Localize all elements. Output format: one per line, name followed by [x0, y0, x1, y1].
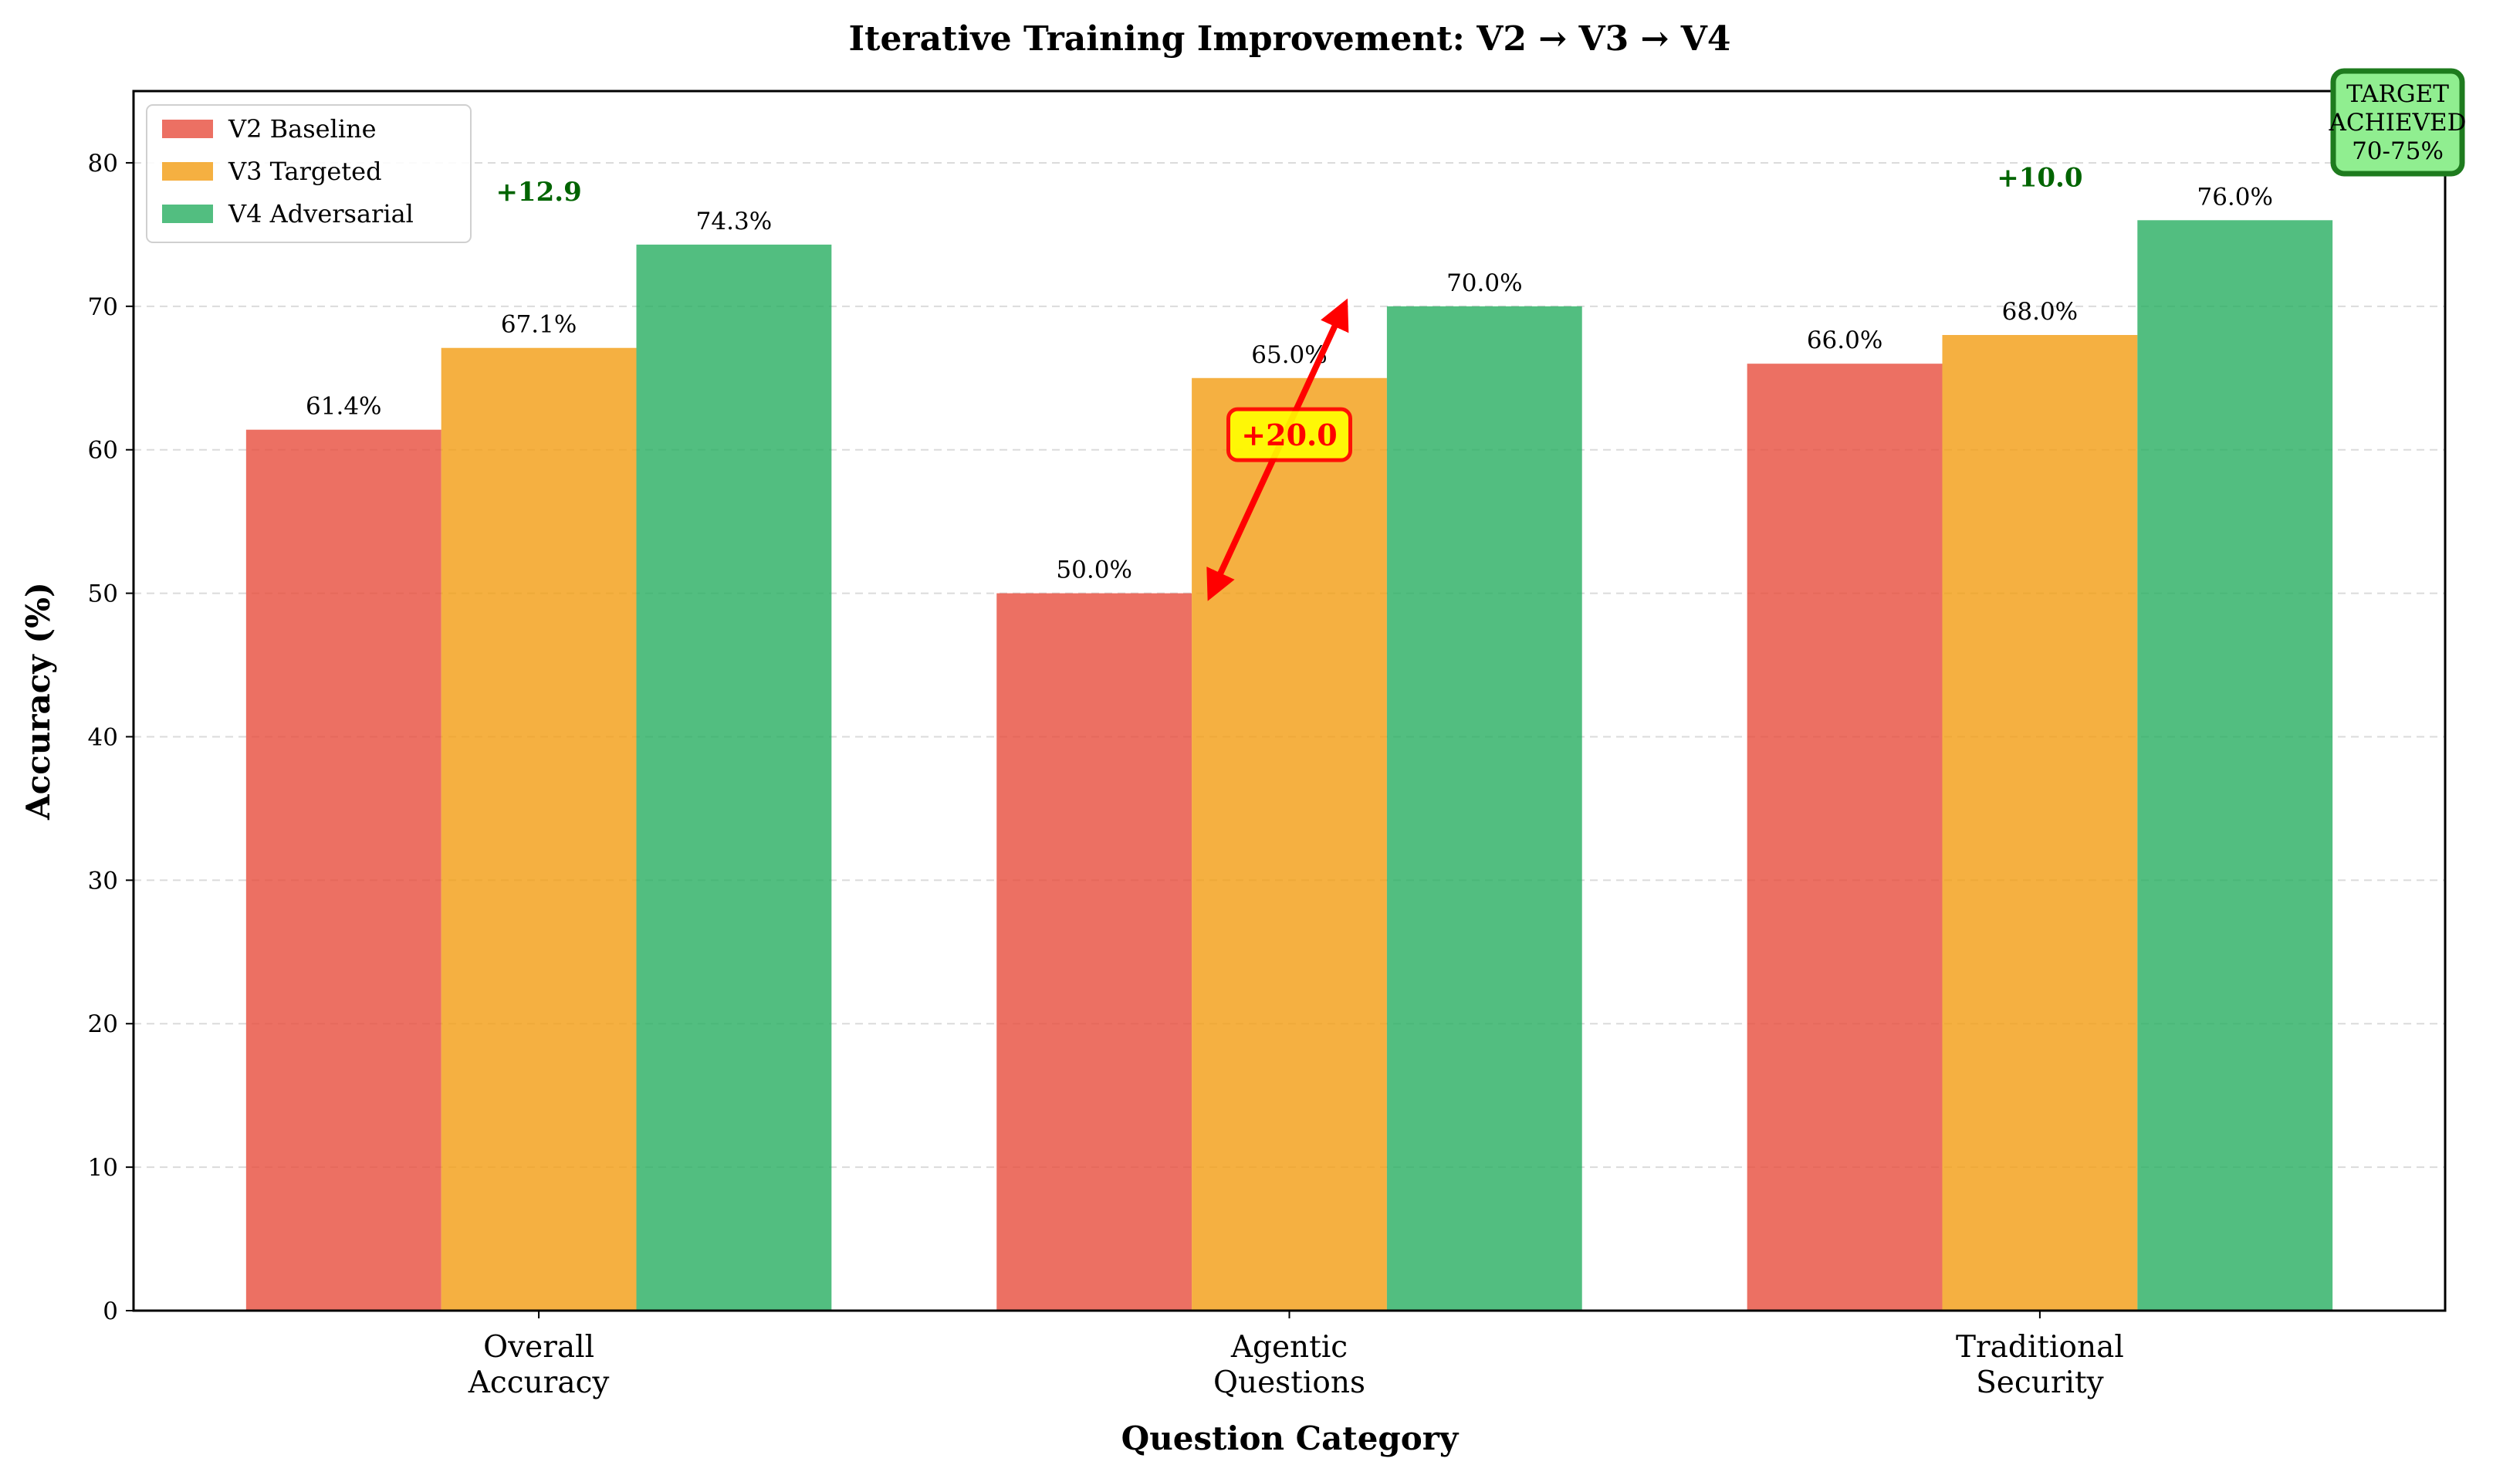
target-box-line: TARGET — [2346, 80, 2449, 108]
target-box-frame — [2330, 68, 2465, 177]
improvement-badge-label: +20.0 — [1241, 418, 1337, 452]
chart-title: Iterative Training Improvement: V2 → V3 … — [849, 19, 1731, 59]
legend-label: V4 Adversarial — [228, 199, 414, 228]
improvement-label: +12.9 — [496, 177, 581, 208]
bar-value-label: 76.0% — [2197, 183, 2272, 211]
legend-swatch — [162, 205, 213, 223]
bar-value-label: 50.0% — [1056, 557, 1131, 584]
bar — [441, 347, 637, 1311]
y-axis: 0 10 20 30 40 50 60 70 80 — [88, 150, 134, 1325]
x-tick-label: Agentic Questions — [1213, 1330, 1365, 1400]
bar-value-label: 66.0% — [1807, 327, 1882, 354]
legend-label: V3 Targeted — [228, 157, 382, 186]
bar-value-label: 70.0% — [1446, 269, 1522, 297]
bar — [636, 244, 832, 1311]
bar-value-label: 74.3% — [696, 208, 772, 235]
bar-value-label: 61.4% — [306, 393, 381, 421]
bars — [245, 220, 2333, 1311]
x-axis-label: Question Category — [1121, 1419, 1460, 1457]
legend-swatch — [162, 162, 213, 181]
annotations: +12.9 +10.0 +20.0 — [496, 163, 2083, 601]
x-tick-label: Traditional Security — [1956, 1330, 2124, 1400]
improvement-label: +10.0 — [1997, 163, 2082, 194]
legend-label: V2 Baseline — [228, 114, 377, 144]
target-box-line: ACHIEVED — [2329, 109, 2467, 137]
x-axis: Overall Accuracy Agentic Questions Tradition… — [468, 1311, 2124, 1400]
y-axis-label: Accuracy (%) — [19, 582, 57, 821]
bar — [1747, 364, 1943, 1311]
y-tick-label: 30 — [88, 867, 118, 895]
bar — [1192, 377, 1387, 1311]
y-tick-label: 40 — [88, 723, 118, 751]
y-tick-label: 0 — [103, 1298, 118, 1325]
legend: V2 Baseline V3 Targeted V4 Adversarial — [146, 104, 472, 243]
legend-swatch — [162, 120, 213, 138]
improvement-badge — [1226, 407, 1352, 462]
bar — [1942, 335, 2138, 1311]
bar-value-label: 67.1% — [501, 311, 577, 339]
x-tick-label: Overall Accuracy — [468, 1330, 610, 1400]
bar-value-label: 68.0% — [2002, 298, 2078, 326]
y-tick-label: 60 — [88, 437, 118, 465]
bar — [1386, 306, 1582, 1311]
bar — [996, 593, 1192, 1311]
y-tick-label: 70 — [88, 293, 118, 321]
bar — [2137, 220, 2333, 1311]
legend-frame — [146, 104, 472, 243]
target-box-line: 70-75% — [2352, 137, 2444, 165]
y-tick-label: 50 — [88, 580, 118, 608]
y-tick-label: 20 — [88, 1010, 118, 1038]
y-tick-label: 10 — [88, 1154, 118, 1182]
y-tick-label: 80 — [88, 150, 118, 178]
bar — [245, 429, 441, 1311]
